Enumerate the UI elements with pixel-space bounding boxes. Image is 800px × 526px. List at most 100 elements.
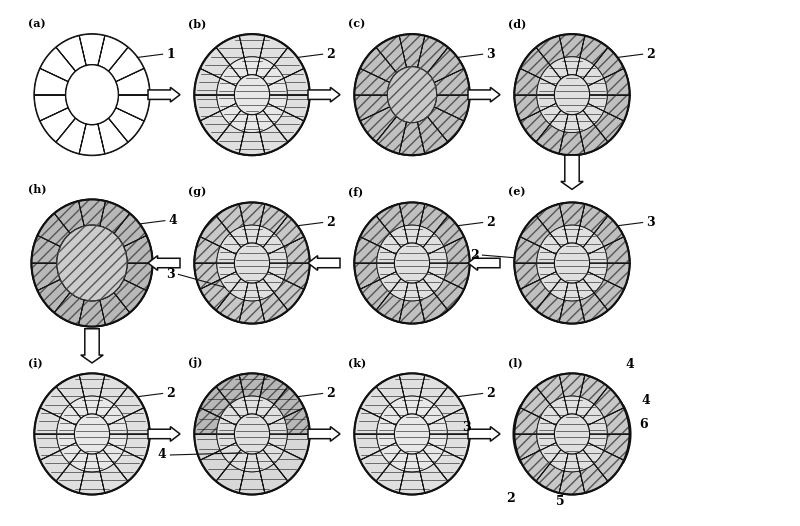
Polygon shape (604, 237, 630, 263)
Polygon shape (514, 237, 540, 263)
Polygon shape (580, 124, 608, 154)
Polygon shape (96, 450, 114, 471)
Polygon shape (217, 263, 236, 279)
Polygon shape (220, 442, 241, 463)
Polygon shape (274, 111, 304, 142)
Polygon shape (84, 453, 100, 472)
Polygon shape (244, 57, 260, 75)
Text: (f): (f) (348, 186, 363, 197)
Polygon shape (377, 434, 396, 450)
FancyArrow shape (81, 329, 103, 363)
Ellipse shape (354, 203, 470, 323)
Polygon shape (200, 47, 230, 78)
Polygon shape (576, 226, 594, 247)
Polygon shape (360, 387, 390, 418)
Text: 3: 3 (166, 268, 174, 281)
Polygon shape (540, 234, 561, 255)
Polygon shape (34, 68, 68, 95)
Polygon shape (38, 279, 70, 312)
Polygon shape (420, 375, 448, 404)
Polygon shape (564, 57, 580, 75)
Polygon shape (559, 203, 585, 226)
Polygon shape (109, 47, 144, 82)
Polygon shape (230, 58, 248, 79)
Polygon shape (31, 236, 60, 263)
Polygon shape (564, 282, 580, 301)
Text: (b): (b) (188, 18, 206, 29)
Polygon shape (239, 34, 265, 58)
Text: (g): (g) (188, 186, 206, 197)
Polygon shape (376, 36, 406, 73)
Polygon shape (536, 204, 564, 234)
Polygon shape (428, 263, 447, 279)
Polygon shape (583, 442, 604, 463)
Polygon shape (124, 236, 153, 263)
Polygon shape (418, 117, 448, 154)
Polygon shape (124, 408, 150, 434)
Polygon shape (40, 387, 70, 418)
Polygon shape (96, 397, 114, 418)
Polygon shape (124, 263, 153, 290)
Polygon shape (434, 95, 470, 121)
Polygon shape (268, 263, 287, 279)
Polygon shape (536, 36, 564, 65)
Polygon shape (420, 292, 448, 322)
Polygon shape (559, 471, 585, 494)
Polygon shape (256, 450, 274, 471)
Polygon shape (434, 450, 464, 481)
Polygon shape (540, 65, 561, 86)
Polygon shape (380, 234, 401, 255)
Text: 4: 4 (158, 449, 166, 461)
Polygon shape (550, 450, 568, 471)
Polygon shape (284, 95, 310, 121)
Polygon shape (274, 279, 304, 310)
Polygon shape (420, 463, 448, 493)
Polygon shape (564, 114, 580, 133)
Polygon shape (576, 58, 594, 79)
Polygon shape (423, 271, 444, 292)
Polygon shape (520, 279, 550, 310)
Polygon shape (56, 36, 86, 71)
Polygon shape (263, 65, 284, 86)
Polygon shape (260, 124, 288, 154)
Polygon shape (200, 216, 230, 247)
Polygon shape (256, 226, 274, 247)
Polygon shape (31, 263, 60, 290)
Polygon shape (274, 450, 304, 481)
Polygon shape (588, 418, 607, 434)
Polygon shape (56, 118, 86, 154)
Polygon shape (576, 397, 594, 418)
Polygon shape (263, 234, 284, 255)
Polygon shape (54, 292, 84, 325)
Polygon shape (376, 463, 404, 493)
Polygon shape (444, 237, 470, 263)
Polygon shape (588, 263, 607, 279)
Polygon shape (56, 375, 84, 404)
Polygon shape (559, 373, 585, 397)
Polygon shape (404, 453, 420, 472)
Polygon shape (380, 404, 401, 426)
Text: 2: 2 (326, 48, 335, 60)
Polygon shape (434, 279, 464, 310)
Polygon shape (604, 95, 630, 121)
Polygon shape (514, 68, 540, 95)
Polygon shape (354, 408, 380, 434)
Polygon shape (540, 103, 561, 124)
Polygon shape (284, 408, 310, 434)
Polygon shape (537, 418, 556, 434)
Text: (h): (h) (28, 183, 46, 194)
Polygon shape (536, 463, 564, 493)
Polygon shape (220, 234, 241, 255)
Polygon shape (230, 226, 248, 247)
FancyArrow shape (148, 87, 180, 102)
Polygon shape (550, 58, 568, 79)
Polygon shape (260, 36, 288, 65)
Polygon shape (239, 373, 265, 397)
Polygon shape (604, 263, 630, 289)
Polygon shape (583, 103, 604, 124)
Polygon shape (583, 404, 604, 426)
Polygon shape (230, 450, 248, 471)
Ellipse shape (394, 414, 430, 454)
Polygon shape (594, 450, 624, 481)
Polygon shape (423, 442, 444, 463)
